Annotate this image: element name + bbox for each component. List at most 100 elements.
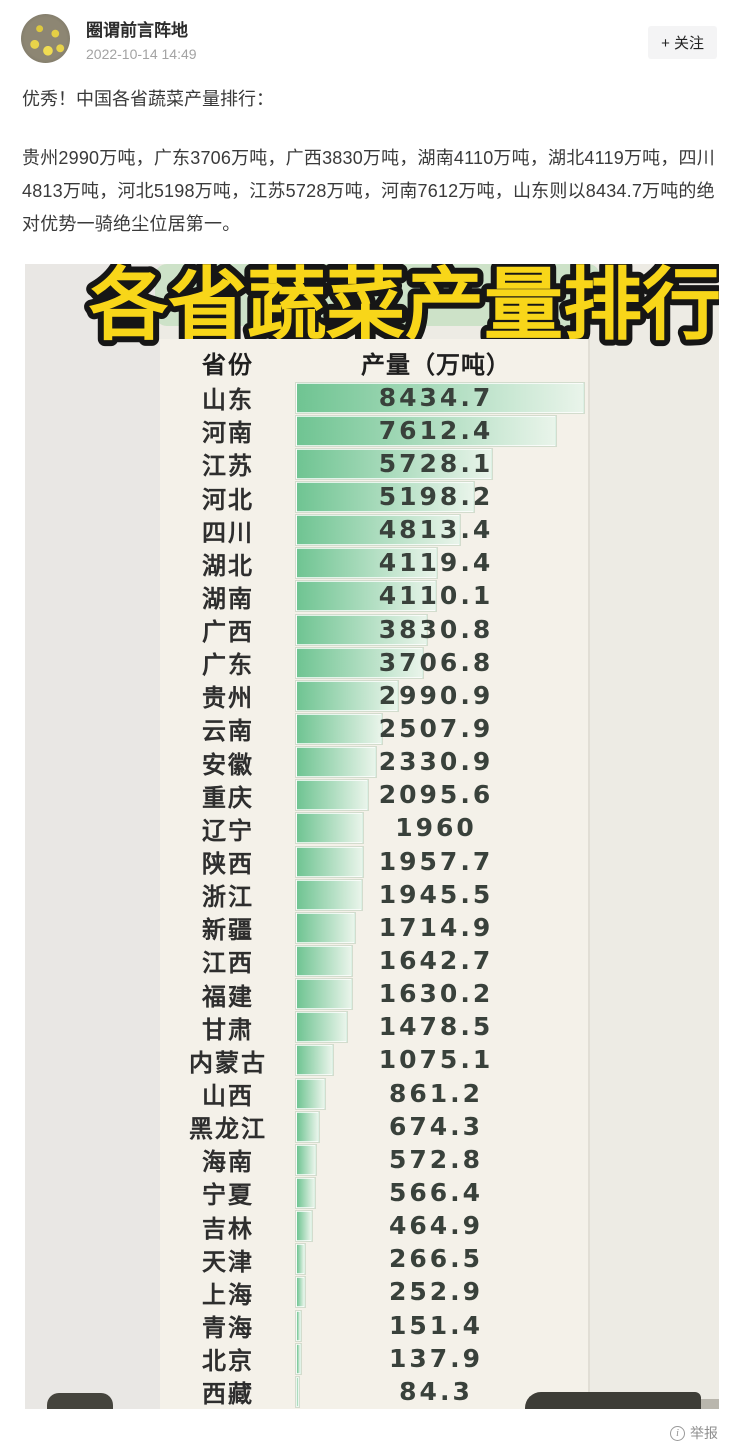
province-label: 贵州 [202, 685, 254, 713]
chart-title: 各省蔬菜产量排行 [83, 264, 719, 357]
value-label: 252.9 [388, 1277, 484, 1307]
value-label: 151.4 [388, 1310, 484, 1340]
value-bar [296, 1310, 302, 1341]
table-row: 河南 7612.4 [160, 414, 588, 447]
value-label: 1957.7 [378, 846, 494, 876]
value-label: 1714.9 [378, 912, 494, 942]
value-label: 5198.2 [378, 481, 494, 511]
province-label: 新疆 [202, 917, 254, 945]
table-row: 新疆 1714.9 [160, 911, 588, 944]
value-bar [296, 713, 382, 744]
value-label: 2507.9 [378, 713, 494, 743]
value-label: 137.9 [388, 1343, 484, 1373]
value-bar [296, 1177, 316, 1208]
province-label: 山东 [202, 387, 254, 415]
table-row: 安徽 2330.9 [160, 746, 588, 779]
value-bar [296, 614, 427, 645]
value-label: 4110.1 [378, 581, 494, 611]
bar-area: 1642.7 [296, 945, 588, 976]
bar-area: 1945.5 [296, 879, 588, 910]
follow-button[interactable]: + 关注 [648, 26, 717, 59]
value-bar [296, 382, 584, 413]
province-label: 宁夏 [202, 1182, 254, 1210]
value-bar [296, 1078, 326, 1109]
value-bar [296, 481, 474, 512]
value-label: 7612.4 [378, 415, 494, 445]
bar-area: 566.4 [296, 1177, 588, 1208]
bar-area: 1957.7 [296, 846, 588, 877]
author-name[interactable]: 圈谓前言阵地 [86, 21, 188, 40]
table-row: 天津 266.5 [160, 1243, 588, 1276]
value-label: 1642.7 [378, 945, 494, 975]
province-label: 湖北 [202, 552, 254, 580]
bar-area: 3830.8 [296, 614, 588, 645]
bar-area: 8434.7 [296, 382, 588, 413]
value-bar [296, 515, 461, 546]
bar-area: 1075.1 [296, 1045, 588, 1076]
table-row: 西藏 84.3 [160, 1375, 588, 1408]
bar-area: 4813.4 [296, 515, 588, 546]
table-row: 辽宁 1960 [160, 812, 588, 845]
table-row: 福建 1630.2 [160, 978, 588, 1011]
table-row: 江苏 5728.1 [160, 447, 588, 480]
value-bar [296, 1144, 316, 1175]
bar-area: 137.9 [296, 1343, 588, 1374]
value-bar [296, 1111, 319, 1142]
bar-area: 464.9 [296, 1211, 588, 1242]
bar-area: 1960 [296, 813, 588, 844]
table-row: 内蒙古 1075.1 [160, 1044, 588, 1077]
image-left-margin [25, 264, 160, 1409]
embedded-chart-image[interactable]: 各省蔬菜产量排行 省份 产量（万吨） 山东 8434.7 河南 7612.4 江… [25, 264, 719, 1409]
user-avatar[interactable] [21, 14, 70, 63]
bar-area: 151.4 [296, 1310, 588, 1341]
value-label: 3706.8 [378, 647, 494, 677]
province-label: 上海 [202, 1281, 254, 1309]
table-row: 海南 572.8 [160, 1143, 588, 1176]
value-bar [296, 1045, 333, 1076]
value-bar [296, 780, 368, 811]
value-bar [296, 945, 353, 976]
value-bar [296, 647, 423, 678]
table-row: 河北 5198.2 [160, 480, 588, 514]
post-text: 优秀！中国各省蔬菜产量排行： 贵州2990万吨，广东3706万吨，广西3830万… [0, 78, 740, 241]
report-button[interactable]: 举报 [690, 1425, 718, 1441]
bar-area: 84.3 [296, 1376, 588, 1407]
bar-area: 1714.9 [296, 912, 588, 943]
post-timestamp: 2022-10-14 14:49 [86, 46, 197, 62]
table-row: 广西 3830.8 [160, 613, 588, 646]
bar-area: 4110.1 [296, 581, 588, 612]
value-bar [296, 1244, 306, 1275]
table-row: 湖北 4119.4 [160, 547, 588, 580]
table-row: 青海 151.4 [160, 1309, 588, 1342]
column-header-value: 产量（万吨） [361, 351, 511, 379]
value-label: 464.9 [388, 1211, 484, 1241]
table-row: 四川 4813.4 [160, 514, 588, 547]
bar-area: 861.2 [296, 1078, 588, 1109]
value-label: 5728.1 [378, 448, 494, 478]
column-header-province: 省份 [202, 351, 254, 379]
table-row: 陕西 1957.7 [160, 845, 588, 878]
table-row: 甘肃 1478.5 [160, 1011, 588, 1044]
value-label: 2095.6 [378, 780, 494, 810]
province-label: 江苏 [202, 453, 254, 481]
table-row: 湖南 4110.1 [160, 580, 588, 613]
province-label: 青海 [202, 1315, 254, 1343]
value-bar [296, 415, 556, 446]
province-label: 广东 [202, 652, 254, 680]
province-label: 内蒙古 [189, 1049, 267, 1077]
bar-area: 266.5 [296, 1244, 588, 1275]
bar-area: 1630.2 [296, 979, 588, 1010]
value-label: 1630.2 [378, 979, 494, 1009]
value-label: 861.2 [388, 1078, 484, 1108]
table-row: 广东 3706.8 [160, 646, 588, 679]
post-header: 圈谓前言阵地 2022-10-14 14:49 + 关注 [0, 0, 740, 78]
province-label: 重庆 [202, 784, 254, 812]
bar-area: 4119.4 [296, 548, 588, 579]
value-label: 674.3 [388, 1111, 484, 1141]
info-icon: i [670, 1425, 685, 1441]
bar-area: 2095.6 [296, 780, 588, 811]
table-row: 重庆 2095.6 [160, 779, 588, 812]
table-row: 浙江 1945.5 [160, 878, 588, 911]
value-bar [296, 846, 363, 877]
value-label: 2990.9 [378, 680, 494, 710]
